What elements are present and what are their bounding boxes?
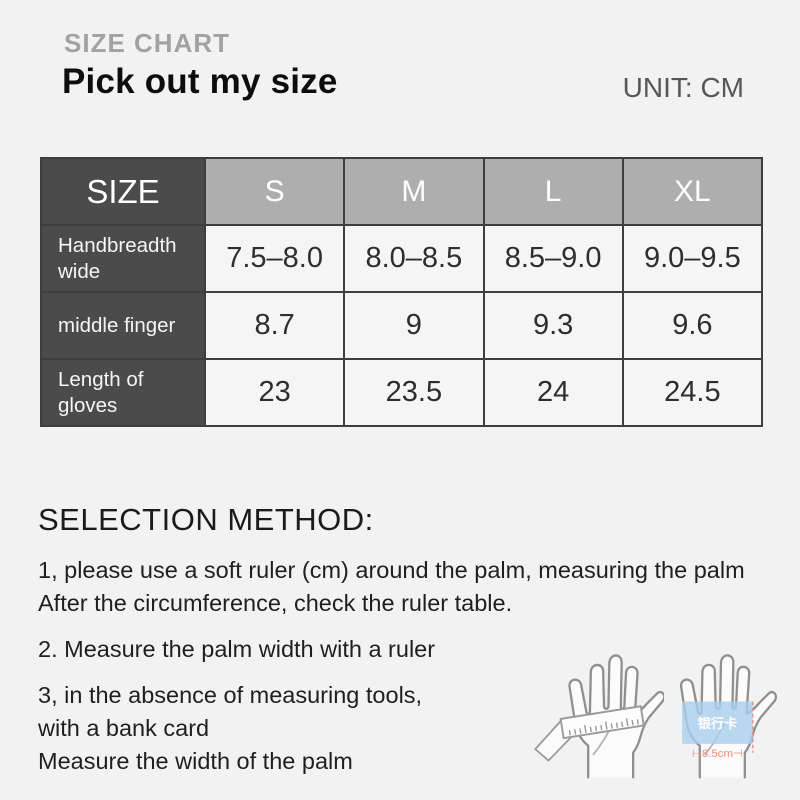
table-cell: 8.0–8.5: [343, 224, 485, 293]
table-cell: 9.6: [621, 291, 764, 360]
table-cell: 23: [203, 358, 346, 427]
hand-ruler-illustration: [534, 654, 664, 779]
card-width-label: ⊢8.5cm⊣: [692, 748, 743, 760]
selection-method-heading: SELECTION METHOD:: [38, 502, 374, 537]
size-table: SIZE S M L XL Handbreadth wide 7.5–8.0 8…: [40, 157, 764, 427]
table-row: Handbreadth wide 7.5–8.0 8.0–8.5 8.5–9.0…: [40, 224, 764, 293]
table-cell: 23.5: [343, 358, 485, 427]
step-line: After the circumference, check the ruler…: [38, 590, 513, 616]
step-line: 1, please use a soft ruler (cm) around t…: [38, 557, 745, 583]
step-line: 3, in the absence of measuring tools,: [38, 682, 423, 708]
unit-label: UNIT: CM: [622, 72, 744, 103]
row-label-middle-finger: middle finger: [40, 291, 206, 360]
table-header-row: SIZE S M L XL: [40, 157, 764, 226]
size-table-wrap: SIZE S M L XL Handbreadth wide 7.5–8.0 8…: [40, 157, 764, 427]
column-header-s: S: [203, 157, 346, 226]
measurement-illustrations: 银行卡 ⊢8.5cm⊣: [530, 636, 781, 782]
column-header-m: M: [343, 157, 485, 226]
table-row: middle finger 8.7 9 9.3 9.6: [40, 291, 764, 360]
table-cell: 24: [482, 358, 624, 427]
table-cell: 9: [343, 291, 485, 360]
page-title: Pick out my size: [62, 62, 338, 101]
table-cell: 8.7: [203, 291, 346, 360]
bank-card-overlay: [682, 701, 753, 744]
method-step-3: 3, in the absence of measuring tools, wi…: [38, 679, 784, 778]
table-cell: 9.0–9.5: [621, 224, 764, 293]
ruler-ticks: [568, 718, 639, 736]
column-header-l: L: [482, 157, 624, 226]
table-cell: 7.5–8.0: [203, 224, 346, 293]
ruler-band: [559, 705, 645, 740]
table-cell: 24.5: [621, 358, 764, 427]
method-step-2: 2. Measure the palm width with a ruler: [38, 633, 784, 666]
row-label-handbreadth: Handbreadth wide: [40, 224, 206, 293]
eyebrow-label: SIZE CHART: [64, 28, 230, 58]
table-cell: 9.3: [482, 291, 624, 360]
step-line: with a bank card: [38, 715, 210, 741]
hand-bankcard-illustration: 银行卡 ⊢8.5cm⊣: [679, 654, 778, 779]
table-row: Length of gloves 23 23.5 24 24.5: [40, 358, 764, 427]
row-label-glove-length: Length of gloves: [40, 358, 206, 427]
step-line: 2. Measure the palm width with a ruler: [38, 636, 436, 662]
method-step-1: 1, please use a soft ruler (cm) around t…: [38, 554, 784, 620]
selection-method-steps: 1, please use a soft ruler (cm) around t…: [38, 554, 784, 778]
step-line: Measure the width of the palm: [38, 748, 353, 774]
table-cell: 8.5–9.0: [482, 224, 624, 293]
column-header-xl: XL: [621, 157, 764, 226]
corner-cell: SIZE: [40, 157, 206, 226]
bank-card-label: 银行卡: [698, 715, 738, 732]
